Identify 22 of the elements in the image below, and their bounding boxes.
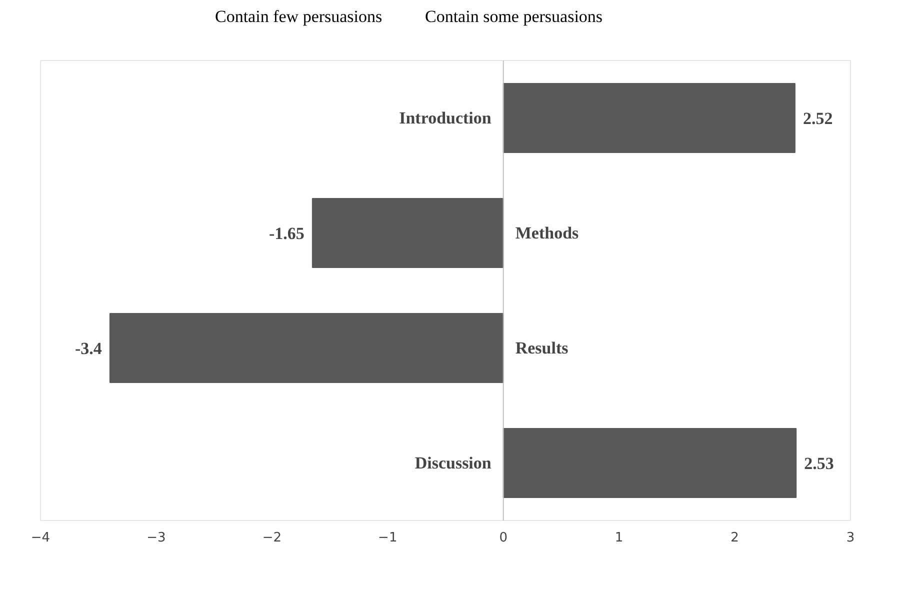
x-tick-label: 3: [846, 530, 855, 546]
x-tick-label: −1: [378, 530, 398, 546]
x-tick-label: 2: [730, 530, 739, 546]
text: Contain few persuasions: [215, 6, 382, 28]
y-tick-label: Methods: [515, 224, 580, 242]
x-tick-label: −3: [146, 530, 166, 546]
x-tick-label: −2: [262, 530, 282, 546]
x-tick-label: −4: [30, 530, 50, 546]
text: Contain some persuasions: [425, 6, 603, 28]
bar: [502, 428, 797, 498]
data-label: 2.52: [802, 109, 833, 128]
y-tick-label: Introduction: [399, 108, 492, 128]
bar: [312, 198, 504, 268]
y-tick-label: Discussion: [414, 454, 492, 472]
y-tick-label: Results: [515, 338, 569, 358]
data-label: -3.4: [75, 339, 102, 358]
bar: [109, 313, 504, 383]
data-label: 2.53: [804, 454, 834, 473]
x-tick-label: 0: [499, 530, 508, 546]
data-label: -1.65: [269, 224, 304, 243]
bar: [502, 83, 796, 153]
x-tick-label: 1: [614, 530, 624, 546]
